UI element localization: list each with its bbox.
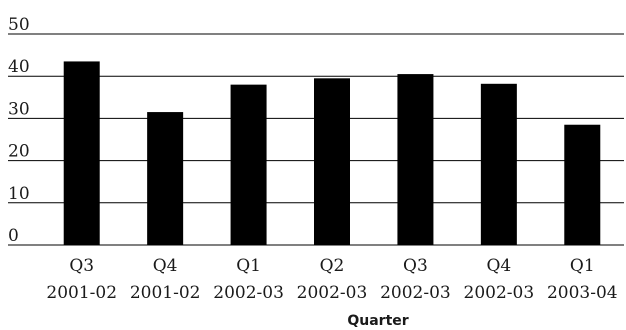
- x-tick-label-quarter: Q3: [403, 256, 428, 276]
- x-tick-label-year: 2002-03: [380, 283, 451, 303]
- x-tick-label-year: 2001-02: [130, 283, 201, 303]
- x-tick-label-quarter: Q1: [236, 256, 261, 276]
- x-tick-label-year: 2002-03: [464, 283, 535, 303]
- x-tick-label-year: 2002-03: [297, 283, 368, 303]
- x-tick-label-quarter: Q4: [486, 256, 511, 276]
- x-axis-ticks: Q3 2001-02 Q4 2001-02 Q1 2002-03 Q2 2002-03 Q3 20…: [46, 256, 617, 303]
- bar: [480, 83, 517, 246]
- x-tick-label-year: 2003-04: [547, 283, 618, 303]
- bar: [230, 84, 267, 245]
- y-tick-label: 40: [8, 57, 30, 77]
- x-tick-label-quarter: Q3: [69, 256, 94, 276]
- bars: [63, 61, 601, 246]
- bar: [397, 74, 434, 245]
- x-tick-label-quarter: Q1: [570, 256, 595, 276]
- y-axis-ticks: 0 10 20 30 40 50: [8, 15, 30, 246]
- y-tick-label: 0: [8, 226, 19, 246]
- x-axis-label: Quarter: [347, 313, 408, 329]
- x-tick-label-quarter: Q2: [320, 256, 345, 276]
- y-tick-label: 50: [8, 15, 30, 35]
- y-tick-label: 20: [8, 142, 30, 162]
- x-tick-label-year: 2001-02: [46, 283, 117, 303]
- bar: [63, 61, 100, 246]
- bar: [314, 78, 350, 245]
- bar: [147, 112, 184, 245]
- y-tick-label: 30: [8, 99, 30, 119]
- x-tick-label-quarter: Q4: [153, 256, 178, 276]
- bar: [564, 124, 601, 245]
- x-tick-label-year: 2002-03: [213, 283, 284, 303]
- y-tick-label: 10: [8, 184, 30, 204]
